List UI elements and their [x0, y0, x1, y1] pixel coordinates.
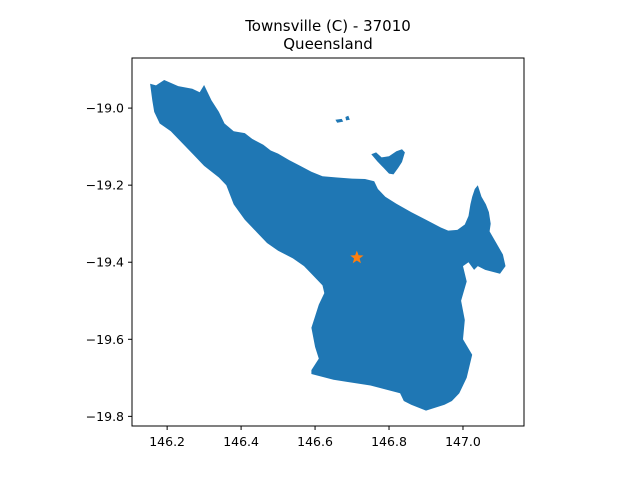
y-tick-label: −19.4: [86, 255, 124, 270]
location-star-marker: [350, 250, 364, 264]
x-tick-label: 146.4: [223, 434, 259, 449]
y-tick-label: −19.6: [86, 332, 124, 347]
region-mainland: [150, 80, 506, 411]
y-axis: −19.0 −19.2 −19.4 −19.6 −19.8: [86, 101, 132, 424]
x-tick-label: 146.6: [297, 434, 333, 449]
y-tick-label: −19.8: [86, 409, 124, 424]
region-islet-1: [335, 118, 344, 123]
marker-layer: [350, 250, 364, 264]
x-axis: 146.2 146.4 146.6 146.8 147.0: [149, 426, 481, 449]
y-tick-label: −19.2: [86, 178, 124, 193]
x-tick-label: 146.2: [149, 434, 185, 449]
axes-frame: [131, 57, 525, 427]
region-island-east: [371, 149, 405, 175]
map-subtitle: Queensland: [283, 35, 372, 53]
region-layer: [150, 80, 506, 411]
region-islet-2: [345, 115, 350, 121]
map-title: Townsville (C) - 37010: [244, 17, 411, 35]
x-tick-label: 146.8: [371, 434, 407, 449]
x-tick-label: 147.0: [445, 434, 481, 449]
y-tick-label: −19.0: [86, 101, 124, 116]
